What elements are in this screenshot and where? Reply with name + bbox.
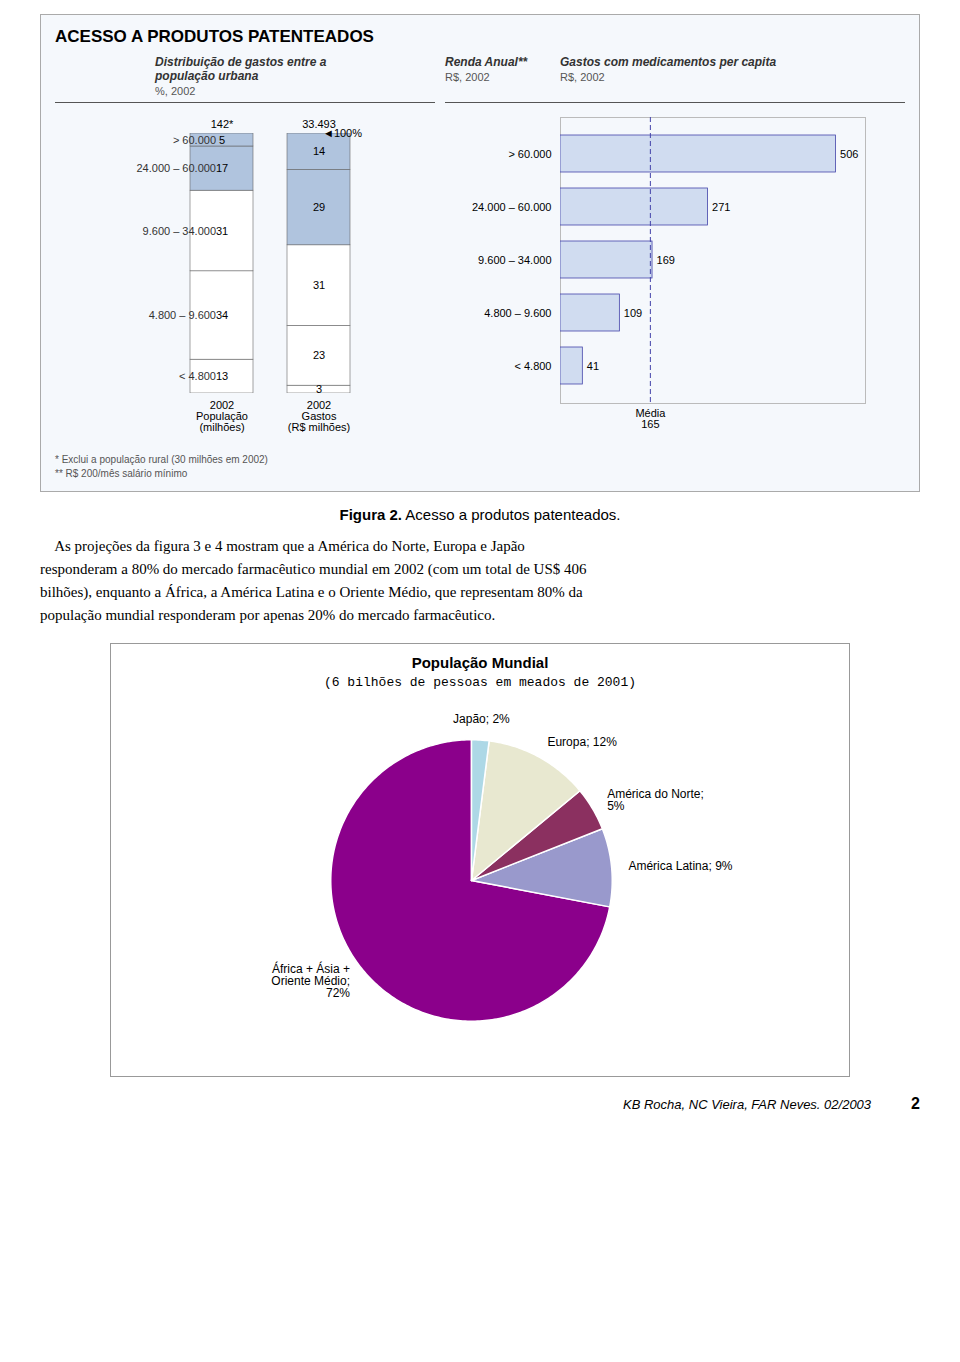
html-text:Distribuição de gastos entre a: Distribuição de gastos entre a população… [155, 55, 327, 83]
svg-text:169: 169 [657, 254, 675, 266]
html-text:Gastos com medicamentos per ca: Gastos com medicamentos per capita [560, 55, 777, 69]
svg-text:271: 271 [712, 201, 730, 213]
svg-text:> 60.000: > 60.000 [173, 134, 216, 146]
html-text:responderam a 80% do mercado f: responderam a 80% do mercado farmacêutic… [40, 561, 587, 577]
svg-text:34: 34 [216, 309, 228, 321]
svg-text:23: 23 [313, 349, 325, 361]
html-text:* Exclui a população rural (30: * Exclui a população rural (30 milhões e… [55, 454, 268, 465]
svg-text:◄100%: ◄100% [323, 127, 362, 139]
svg-text:31: 31 [216, 225, 228, 237]
svg-text:31: 31 [313, 279, 325, 291]
html-text:População Mundial: População Mundial [411, 654, 549, 671]
svg-text:29: 29 [313, 201, 325, 213]
html-text:(6 bilhões de pessoas em meado: (6 bilhões de pessoas em meados de 2001) [324, 675, 636, 690]
svg-text:Japão; 2%: Japão; 2% [453, 712, 510, 726]
html-text:** R$ 200/mês salário mínimo: ** R$ 200/mês salário mínimo [55, 468, 188, 479]
svg-text:17: 17 [216, 162, 228, 174]
svg-text:5: 5 [219, 134, 225, 146]
svg-text:América do Norte;5%: América do Norte;5% [607, 787, 704, 813]
html-text:população mundial responderam: população mundial responderam por apenas… [40, 607, 496, 623]
svg-text:33.493: 33.493 [302, 117, 336, 130]
svg-text:41: 41 [587, 360, 599, 372]
html-text:Renda Anual**: Renda Anual** [445, 55, 528, 69]
html-text:ACESSO A PRODUTOS PATENTEADOS: ACESSO A PRODUTOS PATENTEADOS [55, 27, 374, 46]
svg-text:2002Gastos(R$ milhões): 2002Gastos(R$ milhões) [288, 399, 350, 433]
html-text:2: 2 [911, 1095, 920, 1112]
html-text:%, 2002: %, 2002 [155, 85, 196, 97]
svg-text:Europa; 12%: Europa; 12% [547, 735, 617, 749]
svg-text:< 4.800: < 4.800 [179, 370, 216, 382]
html-text:R$, 2002: R$, 2002 [560, 71, 605, 83]
html-text:KB Rocha, NC Vieira, FAR Neves: KB Rocha, NC Vieira, FAR Neves. 02/2003 [623, 1096, 872, 1112]
svg-text:14: 14 [313, 145, 325, 157]
svg-text:9.600 – 34.000: 9.600 – 34.000 [143, 225, 216, 237]
svg-text:< 4.800: < 4.800 [514, 360, 551, 372]
html-text:R$, 2002: R$, 2002 [445, 71, 490, 83]
svg-text:142*: 142* [211, 118, 234, 130]
svg-text:3: 3 [316, 383, 322, 395]
svg-text:24.000 – 60.000: 24.000 – 60.000 [136, 162, 216, 174]
svg-text:América Latina; 9%: América Latina; 9% [628, 859, 732, 873]
svg-text:> 60.000: > 60.000 [508, 148, 551, 160]
svg-text:24.000 – 60.000: 24.000 – 60.000 [472, 201, 552, 213]
svg-text:13: 13 [216, 370, 228, 382]
svg-text:506: 506 [840, 148, 858, 160]
html-text:Figura 2. Acesso a produtos pa: Figura 2. Acesso a produtos patenteados. [339, 506, 621, 523]
svg-text:9.600 – 34.000: 9.600 – 34.000 [478, 254, 551, 266]
svg-text:Média165: Média165 [635, 407, 666, 430]
svg-text:2002População(milhões): 2002População(milhões) [196, 399, 248, 433]
svg-text:África + Ásia +Oriente Médio;7: África + Ásia +Oriente Médio;72% [271, 961, 350, 1000]
svg-text:109: 109 [624, 307, 642, 319]
svg-text:4.800 – 9.600: 4.800 – 9.600 [149, 309, 216, 321]
html-text:As projeções da figura 3 e 4 m: As projeções da figura 3 e 4 mostram que… [40, 538, 525, 554]
html-text:bilhões), enquanto a África, a: bilhões), enquanto a África, a América L… [40, 584, 583, 600]
svg-text:4.800 – 9.600: 4.800 – 9.600 [484, 307, 551, 319]
